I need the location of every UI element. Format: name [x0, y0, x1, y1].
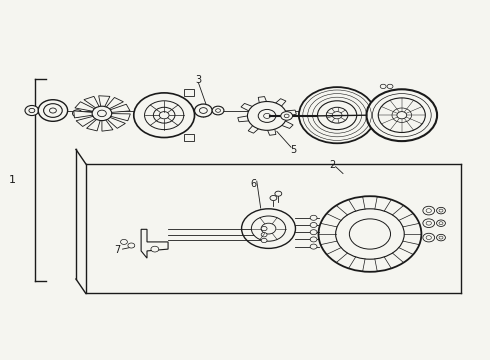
Polygon shape — [76, 116, 96, 126]
Circle shape — [270, 195, 277, 201]
Circle shape — [378, 98, 425, 132]
Polygon shape — [285, 110, 296, 116]
Circle shape — [92, 106, 112, 121]
Circle shape — [310, 222, 317, 228]
Circle shape — [159, 112, 169, 119]
Circle shape — [49, 108, 56, 113]
Circle shape — [387, 84, 393, 89]
Circle shape — [134, 93, 195, 138]
Polygon shape — [102, 120, 113, 131]
Polygon shape — [274, 99, 286, 107]
Polygon shape — [258, 96, 267, 104]
Circle shape — [261, 226, 267, 231]
Polygon shape — [281, 121, 293, 129]
Circle shape — [75, 112, 79, 115]
Circle shape — [275, 191, 282, 196]
Circle shape — [310, 237, 317, 242]
Circle shape — [128, 243, 135, 248]
Circle shape — [145, 101, 184, 130]
Circle shape — [310, 230, 317, 235]
Circle shape — [151, 246, 159, 252]
Circle shape — [216, 109, 220, 112]
Circle shape — [195, 104, 212, 117]
Polygon shape — [241, 103, 253, 111]
Circle shape — [310, 244, 317, 249]
Circle shape — [380, 84, 386, 89]
Polygon shape — [106, 98, 123, 109]
Circle shape — [212, 106, 224, 115]
Circle shape — [261, 238, 267, 243]
Circle shape — [44, 104, 62, 117]
Circle shape — [25, 105, 39, 116]
Circle shape — [98, 110, 106, 117]
Circle shape — [439, 222, 443, 225]
Circle shape — [326, 107, 348, 123]
Circle shape — [242, 209, 295, 248]
Polygon shape — [110, 114, 130, 121]
Circle shape — [439, 236, 443, 239]
Circle shape — [121, 239, 127, 244]
Polygon shape — [267, 128, 276, 135]
Circle shape — [38, 100, 68, 121]
Circle shape — [318, 196, 421, 272]
Circle shape — [397, 112, 407, 119]
Polygon shape — [238, 116, 249, 122]
Circle shape — [423, 219, 435, 228]
Circle shape — [423, 206, 435, 215]
Polygon shape — [248, 125, 260, 133]
Circle shape — [251, 216, 286, 241]
Text: 3: 3 — [196, 75, 201, 85]
Circle shape — [73, 110, 82, 117]
Circle shape — [426, 236, 431, 239]
Circle shape — [247, 102, 287, 130]
Circle shape — [318, 101, 357, 130]
Polygon shape — [141, 229, 168, 258]
Polygon shape — [84, 96, 99, 108]
Circle shape — [367, 89, 437, 141]
Text: 2: 2 — [329, 159, 335, 170]
Circle shape — [281, 112, 293, 120]
Circle shape — [332, 112, 342, 119]
Bar — [184, 89, 194, 96]
Circle shape — [439, 209, 443, 212]
Circle shape — [29, 108, 35, 113]
Circle shape — [437, 234, 445, 241]
Polygon shape — [98, 96, 110, 107]
Circle shape — [349, 219, 391, 249]
Circle shape — [264, 113, 270, 118]
Polygon shape — [87, 119, 100, 131]
Text: 1: 1 — [9, 175, 16, 185]
Bar — [184, 134, 194, 141]
Circle shape — [199, 108, 207, 113]
Circle shape — [299, 87, 375, 143]
Text: 7: 7 — [115, 245, 121, 255]
Polygon shape — [74, 111, 94, 118]
Circle shape — [423, 233, 435, 242]
Text: 5: 5 — [290, 145, 296, 156]
Polygon shape — [109, 104, 130, 112]
Circle shape — [261, 223, 276, 234]
Circle shape — [261, 233, 267, 237]
Circle shape — [437, 207, 445, 214]
Polygon shape — [75, 102, 95, 111]
Circle shape — [153, 107, 175, 123]
Circle shape — [310, 215, 317, 220]
Circle shape — [426, 221, 431, 225]
Circle shape — [426, 209, 431, 212]
Circle shape — [437, 220, 445, 226]
Text: 6: 6 — [251, 179, 257, 189]
Circle shape — [258, 109, 276, 122]
Text: 4: 4 — [393, 132, 399, 143]
Circle shape — [336, 209, 404, 259]
Polygon shape — [107, 117, 125, 128]
Circle shape — [284, 114, 289, 118]
